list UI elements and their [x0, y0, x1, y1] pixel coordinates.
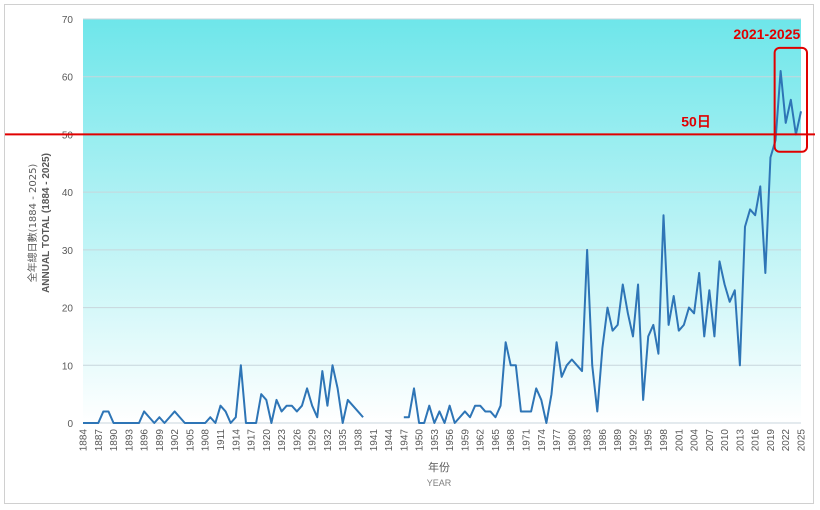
highlight-box [773, 46, 809, 153]
x-tick-label: 1902 [170, 429, 181, 452]
x-tick-label: 1908 [201, 429, 212, 452]
x-tick-label: 1887 [94, 429, 105, 452]
chart-frame: 0 10 20 30 40 50 60 70 1884 1887 1890 1893 1896 1899… [4, 4, 815, 504]
y-tick-label: 0 [67, 419, 73, 430]
y-tick-label: 70 [62, 15, 74, 26]
y-tick-label: 40 [62, 188, 74, 199]
x-tick-label: 2022 [781, 429, 792, 452]
x-tick-label: 1944 [384, 429, 395, 452]
x-tick-label: 2016 [751, 429, 762, 452]
x-tick-label: 1965 [491, 429, 502, 452]
y-tick-label: 50 [62, 130, 74, 141]
x-tick-label: 1893 [124, 429, 135, 452]
plot-area [83, 19, 801, 423]
x-axis-label-en: YEAR [427, 478, 452, 488]
x-tick-label: 1923 [277, 429, 288, 452]
x-tick-label: 1989 [613, 429, 624, 452]
x-tick-label: 1980 [567, 429, 578, 452]
x-tick-label: 1932 [323, 429, 334, 452]
x-tick-label: 1974 [537, 429, 548, 452]
x-tick-label: 1938 [353, 429, 364, 452]
x-tick-label: 2001 [674, 429, 685, 452]
y-axis-label-en: ANNUAL TOTAL (1884 - 2025) [41, 153, 52, 293]
x-tick-label: 1935 [338, 429, 349, 452]
x-tick-label: 1911 [216, 429, 227, 451]
x-tick-label: 1926 [292, 429, 303, 452]
x-tick-label: 1986 [598, 429, 609, 452]
x-tick-label: 1983 [583, 429, 594, 452]
y-axis-label-zh: 全年總日數(1884 - 2025) [26, 164, 39, 283]
x-tick-label: 2025 [797, 429, 808, 452]
y-tick-label: 60 [62, 73, 74, 84]
x-tick-label: 1962 [476, 429, 487, 452]
data-series [83, 69, 802, 424]
x-tick-label: 2013 [735, 429, 746, 452]
x-tick-label: 1998 [659, 429, 670, 452]
x-tick-label: 1917 [247, 429, 258, 452]
x-tick-label: 1905 [185, 429, 196, 452]
x-tick-label: 1956 [445, 429, 456, 452]
x-axis-label-zh: 年份 [428, 460, 450, 474]
x-tick-label: 1920 [262, 429, 273, 452]
x-tick-label: 1977 [552, 429, 563, 452]
x-tick-label: 1968 [506, 429, 517, 452]
y-tick-label: 20 [62, 304, 74, 315]
x-tick-label: 1884 [79, 429, 90, 452]
x-tick-label: 1959 [460, 429, 471, 452]
x-tick-label: 1896 [140, 429, 151, 452]
x-tick-label: 1950 [415, 429, 426, 452]
series-line [83, 364, 364, 424]
x-axis-ticks: 1884 1887 1890 1893 1896 1899 1902 1905 1908 1911… [79, 429, 808, 452]
x-tick-label: 1941 [369, 429, 380, 452]
x-tick-label: 1992 [628, 429, 639, 452]
highlight-label: 2021-2025 [733, 26, 800, 42]
x-tick-label: 1947 [399, 429, 410, 452]
y-tick-label: 30 [62, 246, 74, 257]
threshold-label: 50日 [681, 113, 711, 129]
x-tick-label: 1971 [522, 429, 533, 452]
x-tick-label: 1929 [308, 429, 319, 452]
annotations: 50日 2021-2025 [5, 26, 815, 153]
x-tick-label: 1995 [644, 429, 655, 452]
x-tick-label: 1890 [109, 429, 120, 452]
y-axis-ticks: 0 10 20 30 40 50 60 70 [62, 15, 74, 430]
series-line [403, 69, 802, 424]
x-tick-label: 2007 [705, 429, 716, 452]
x-tick-label: 2010 [720, 429, 731, 452]
x-tick-label: 1953 [430, 429, 441, 452]
x-tick-label: 2004 [690, 429, 701, 452]
x-tick-label: 1914 [231, 429, 242, 452]
line-chart: 0 10 20 30 40 50 60 70 1884 1887 1890 1893 1896 1899… [5, 15, 815, 488]
y-tick-label: 10 [62, 361, 74, 372]
x-tick-label: 1899 [155, 429, 166, 452]
x-tick-label: 2019 [766, 429, 777, 452]
